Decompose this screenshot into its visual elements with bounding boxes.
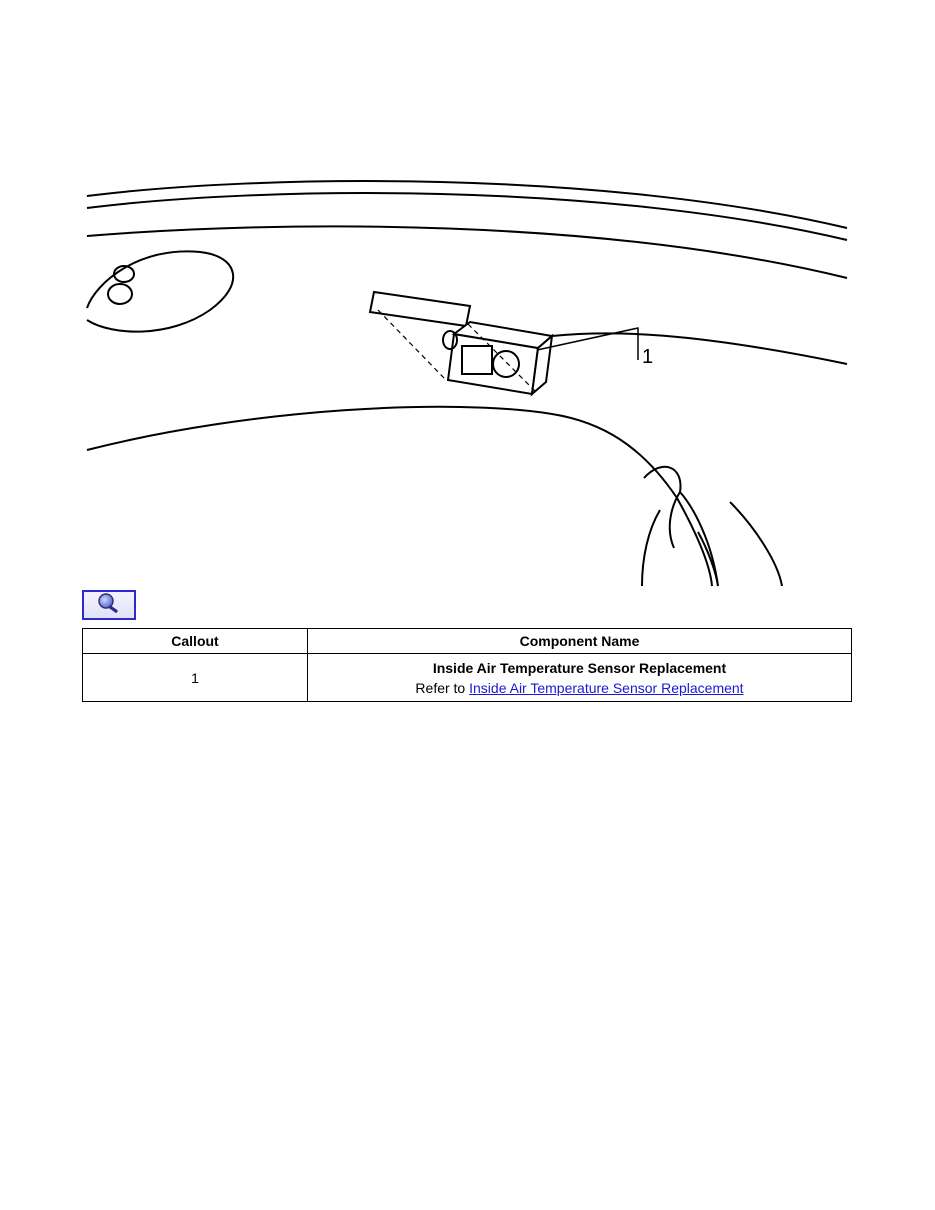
table-header-row: Callout Component Name [83, 629, 852, 654]
refer-text: Refer to [415, 680, 469, 696]
header-callout: Callout [83, 629, 308, 654]
component-title: Inside Air Temperature Sensor Replacemen… [316, 660, 843, 676]
zoom-button[interactable] [82, 590, 136, 620]
page-root: 1 Callout Component Name [0, 0, 935, 1210]
callout-label-1: 1 [642, 346, 653, 369]
technical-diagram: 1 [82, 78, 852, 588]
reference-link[interactable]: Inside Air Temperature Sensor Replacemen… [469, 680, 743, 696]
cell-callout-1: 1 [83, 654, 308, 702]
cell-component-1: Inside Air Temperature Sensor Replacemen… [308, 654, 852, 702]
callout-table: Callout Component Name 1 Inside Air Temp… [82, 628, 852, 702]
magnify-icon [96, 592, 122, 619]
header-component: Component Name [308, 629, 852, 654]
table-row: 1 Inside Air Temperature Sensor Replacem… [83, 654, 852, 702]
